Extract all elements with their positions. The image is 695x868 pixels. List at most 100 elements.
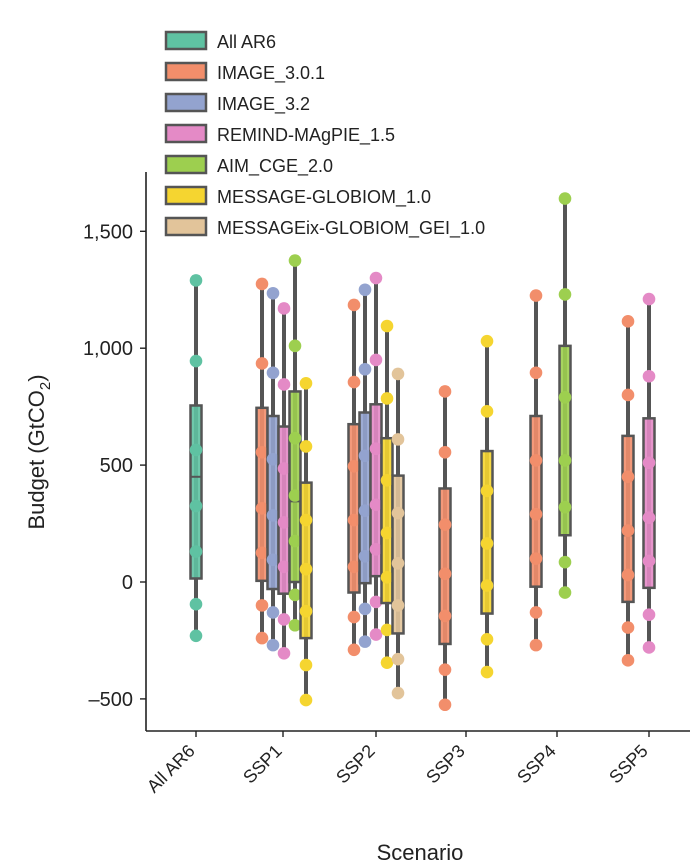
data-point <box>189 545 203 558</box>
x-tick-label: SSP3 <box>422 741 469 788</box>
data-point <box>347 560 361 574</box>
data-point <box>299 513 313 527</box>
box-body <box>529 414 543 588</box>
data-point <box>621 470 635 484</box>
data-point <box>369 628 383 641</box>
data-point <box>288 254 302 267</box>
data-point <box>642 456 656 470</box>
data-point <box>277 647 291 660</box>
data-point <box>380 656 394 669</box>
data-point <box>358 504 372 517</box>
data-point <box>299 604 313 618</box>
data-point <box>277 462 291 475</box>
box-image-3-0-1-ssp1 <box>255 277 269 645</box>
data-point <box>558 500 572 514</box>
data-point <box>558 454 572 467</box>
data-point <box>347 610 361 624</box>
legend-label: All AR6 <box>217 32 276 52</box>
data-point <box>480 334 494 348</box>
data-point <box>391 433 405 446</box>
data-point <box>438 663 452 676</box>
data-point <box>438 385 452 398</box>
data-point <box>621 621 635 634</box>
legend-label: IMAGE_3.0.1 <box>217 63 325 84</box>
box-body <box>558 344 572 537</box>
data-point <box>347 643 361 657</box>
data-point <box>255 631 269 645</box>
y-axis-label: Budget (GtCO2) <box>24 374 54 529</box>
box-image-3-0-1-ssp3 <box>438 385 452 712</box>
box-message-globiom-1-0-ssp1 <box>299 376 313 707</box>
data-point <box>369 595 383 609</box>
legend-swatch <box>164 30 208 51</box>
box-aim-cge-2-0-ssp4 <box>558 192 572 599</box>
data-point <box>358 449 372 463</box>
x-tick-label: SSP5 <box>605 741 652 788</box>
data-point <box>255 277 269 291</box>
legend-swatch <box>164 92 208 113</box>
data-point <box>438 698 452 712</box>
legend-swatch <box>164 216 208 237</box>
data-point <box>480 484 494 498</box>
data-point <box>621 524 635 537</box>
data-point <box>255 445 269 459</box>
data-point <box>621 568 635 582</box>
data-point <box>529 552 543 565</box>
data-point <box>277 378 291 391</box>
data-point <box>288 339 302 353</box>
data-point <box>358 635 372 648</box>
legend: All AR6 IMAGE_3.0.1 IMAGE_3.2 REMIND-MAgPIE… <box>164 30 485 239</box>
data-point <box>529 454 543 467</box>
y-tick-label: –500 <box>89 689 134 711</box>
y-tick-label: 0 <box>122 572 133 594</box>
data-point <box>189 597 203 611</box>
data-point <box>358 549 372 563</box>
data-point <box>480 665 494 679</box>
data-point <box>380 392 394 405</box>
data-point <box>529 507 543 521</box>
data-point <box>438 609 452 623</box>
x-tick-label: SSP4 <box>513 741 560 788</box>
data-point <box>347 298 361 312</box>
data-point <box>347 513 361 527</box>
data-point <box>438 518 452 532</box>
data-point <box>277 613 291 626</box>
data-point <box>277 516 291 529</box>
x-tick-label: All AR6 <box>143 741 199 797</box>
y-tick-label: 1,500 <box>83 221 133 243</box>
data-point <box>288 618 302 632</box>
legend-label: REMIND-MAgPIE_1.5 <box>217 125 395 146</box>
data-point <box>266 553 280 567</box>
x-tick-label: SSP1 <box>239 741 286 788</box>
y-axis-label-sub: 2 <box>37 382 54 390</box>
box-image-3-2-ssp2 <box>358 283 372 648</box>
legend-label: AIM_CGE_2.0 <box>217 156 333 177</box>
data-point <box>642 608 656 622</box>
y-axis-label-main: Budget (GtCO <box>24 390 49 529</box>
box-aim-cge-2-0-ssp1 <box>288 254 302 632</box>
data-point <box>288 588 302 602</box>
legend-label: MESSAGEix-GLOBIOM_GEI_1.0 <box>217 218 485 239</box>
data-point <box>621 654 635 667</box>
data-point <box>189 629 203 643</box>
data-point <box>391 367 405 381</box>
data-point <box>642 292 656 306</box>
data-point <box>391 506 405 520</box>
plot-area <box>189 192 656 712</box>
data-point <box>369 542 383 556</box>
data-point <box>642 554 656 568</box>
data-point <box>380 526 394 540</box>
box-body <box>288 390 302 584</box>
box-body <box>621 434 635 604</box>
box-message-globiom-1-0-ssp3 <box>480 334 494 679</box>
data-point <box>621 388 635 402</box>
data-point <box>299 440 313 453</box>
data-point <box>558 586 572 599</box>
data-point <box>438 567 452 581</box>
box-body <box>438 487 452 646</box>
data-point <box>480 632 494 646</box>
data-point <box>529 606 543 619</box>
data-point <box>391 556 405 570</box>
legend-swatch <box>164 154 208 175</box>
